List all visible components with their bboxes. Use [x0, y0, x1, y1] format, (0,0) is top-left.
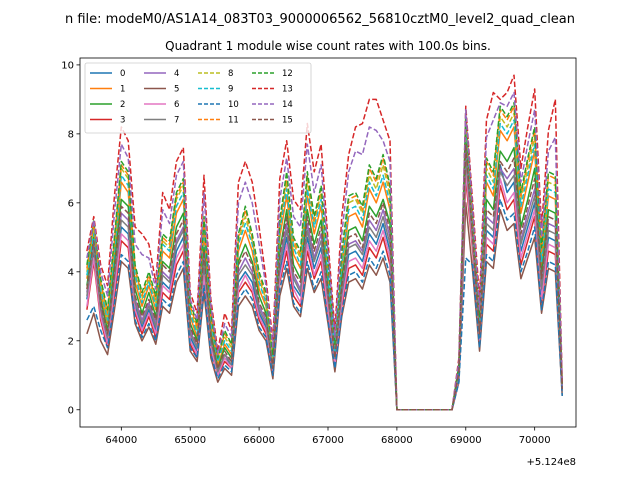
legend-label-0: 0	[120, 69, 125, 79]
legend-label-10: 10	[228, 100, 239, 110]
series-line-12	[86, 102, 563, 411]
legend-label-4: 4	[174, 69, 179, 79]
x-tick-label: 64000	[105, 435, 137, 446]
x-tick-label: 69000	[450, 435, 482, 446]
series-group	[86, 74, 563, 411]
y-tick-label: 6	[68, 198, 74, 209]
x-tick-label: 67000	[312, 435, 344, 446]
legend-label-5: 5	[174, 85, 179, 95]
legend-label-9: 9	[228, 85, 233, 95]
legend-label-14: 14	[282, 100, 293, 110]
legend-label-6: 6	[174, 100, 179, 110]
series-line-9	[86, 119, 563, 411]
x-axis: 64000 65000 66000 67000 68000 69000 70000	[105, 427, 551, 446]
legend-label-12: 12	[282, 69, 293, 79]
y-tick-label: 0	[68, 405, 74, 416]
chart-title: Quadrant 1 module wise count rates with …	[165, 39, 491, 53]
y-tick-label: 2	[68, 336, 74, 347]
series-line-15	[86, 143, 563, 411]
y-tick-label: 10	[61, 60, 74, 71]
legend-label-1: 1	[120, 85, 125, 95]
y-tick-label: 4	[68, 267, 74, 278]
legend-label-15: 15	[282, 116, 293, 126]
series-line-14	[86, 91, 563, 411]
legend-box	[84, 62, 312, 134]
legend-label-2: 2	[120, 100, 125, 110]
x-offset-label: +5.124e8	[526, 457, 576, 468]
x-tick-label: 68000	[381, 435, 413, 446]
series-line-7	[86, 157, 563, 411]
legend-label-13: 13	[282, 85, 293, 95]
legend-label-3: 3	[120, 116, 125, 126]
legend-label-8: 8	[228, 69, 233, 79]
y-axis: 0 2 4 6 8 10	[61, 60, 80, 416]
x-tick-label: 70000	[519, 435, 551, 446]
series-line-10	[86, 198, 563, 411]
legend-label-11: 11	[228, 116, 239, 126]
legend-label-7: 7	[174, 116, 179, 126]
y-tick-label: 8	[68, 129, 74, 140]
x-tick-label: 66000	[243, 435, 275, 446]
suptitle: n file: modeM0/AS1A14_083T03_9000006562_…	[65, 12, 575, 27]
x-tick-label: 65000	[174, 435, 206, 446]
